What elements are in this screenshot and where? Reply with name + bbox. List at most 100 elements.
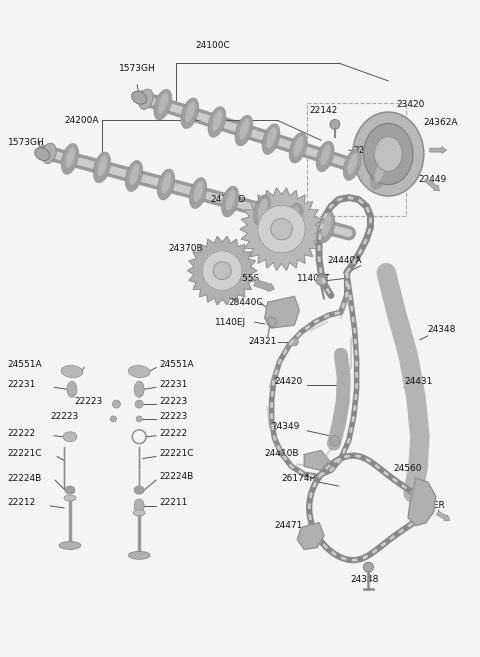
- Circle shape: [330, 436, 340, 445]
- Ellipse shape: [348, 153, 358, 174]
- Ellipse shape: [134, 499, 144, 513]
- Circle shape: [110, 416, 117, 422]
- Polygon shape: [203, 251, 242, 290]
- Ellipse shape: [157, 169, 175, 200]
- Ellipse shape: [253, 194, 271, 225]
- Ellipse shape: [293, 136, 303, 157]
- Text: 26174P: 26174P: [281, 474, 315, 483]
- Polygon shape: [188, 237, 257, 305]
- Circle shape: [330, 120, 340, 129]
- Text: 24348: 24348: [351, 575, 379, 583]
- Ellipse shape: [139, 89, 153, 109]
- Polygon shape: [297, 523, 324, 549]
- Ellipse shape: [286, 203, 303, 234]
- Text: 23420: 23420: [396, 100, 424, 109]
- Ellipse shape: [235, 115, 253, 146]
- Ellipse shape: [133, 510, 145, 516]
- Ellipse shape: [97, 156, 107, 177]
- Ellipse shape: [128, 365, 150, 378]
- Polygon shape: [258, 206, 305, 253]
- Text: 24551A: 24551A: [8, 360, 42, 369]
- Text: 24440A: 24440A: [327, 256, 361, 265]
- Ellipse shape: [158, 93, 168, 114]
- Text: 24321: 24321: [248, 337, 276, 346]
- Ellipse shape: [154, 89, 172, 120]
- Ellipse shape: [363, 124, 413, 185]
- Circle shape: [290, 338, 298, 346]
- Text: 1140ER: 1140ER: [411, 501, 446, 510]
- Polygon shape: [304, 451, 329, 470]
- Ellipse shape: [132, 91, 147, 104]
- Text: 1140EJ: 1140EJ: [216, 317, 246, 327]
- Text: 22221C: 22221C: [159, 449, 193, 458]
- Text: 24362A: 24362A: [424, 118, 458, 127]
- Ellipse shape: [42, 143, 56, 164]
- Ellipse shape: [63, 432, 77, 442]
- Ellipse shape: [61, 143, 79, 174]
- Ellipse shape: [316, 141, 334, 171]
- Ellipse shape: [321, 145, 331, 166]
- Ellipse shape: [181, 98, 199, 129]
- Circle shape: [135, 400, 143, 408]
- Text: 24551A: 24551A: [159, 360, 193, 369]
- Ellipse shape: [240, 119, 250, 139]
- Text: 22231: 22231: [159, 380, 187, 389]
- Text: 22223: 22223: [159, 397, 187, 405]
- Text: 22211: 22211: [159, 499, 187, 507]
- Polygon shape: [264, 296, 300, 328]
- Circle shape: [267, 317, 276, 327]
- Text: 22212: 22212: [8, 499, 36, 507]
- Text: 1573GH: 1573GH: [8, 138, 45, 147]
- Text: 24349: 24349: [272, 422, 300, 432]
- Ellipse shape: [67, 381, 77, 397]
- Circle shape: [136, 416, 142, 422]
- Ellipse shape: [61, 365, 83, 378]
- Text: 1140AT: 1140AT: [297, 274, 331, 283]
- Ellipse shape: [93, 152, 110, 183]
- Ellipse shape: [130, 164, 139, 185]
- FancyArrow shape: [425, 178, 440, 191]
- Ellipse shape: [353, 112, 424, 196]
- Text: 28440C: 28440C: [228, 298, 263, 307]
- Ellipse shape: [66, 147, 75, 168]
- Text: 22222: 22222: [8, 429, 36, 438]
- Ellipse shape: [322, 215, 331, 237]
- FancyArrow shape: [430, 147, 446, 154]
- Text: 22142: 22142: [309, 106, 337, 115]
- Ellipse shape: [212, 110, 222, 131]
- Polygon shape: [408, 478, 436, 526]
- Ellipse shape: [375, 162, 384, 183]
- Ellipse shape: [190, 177, 207, 208]
- Text: 22223: 22223: [74, 397, 102, 405]
- Ellipse shape: [289, 133, 307, 163]
- Text: 22221C: 22221C: [8, 449, 42, 458]
- FancyArrow shape: [254, 279, 275, 292]
- Ellipse shape: [258, 198, 267, 219]
- Circle shape: [363, 562, 373, 572]
- Text: 24348: 24348: [428, 325, 456, 334]
- Text: 24431: 24431: [404, 377, 432, 386]
- Ellipse shape: [125, 160, 143, 191]
- Ellipse shape: [134, 381, 144, 397]
- Ellipse shape: [370, 158, 388, 189]
- Text: 22129: 22129: [354, 146, 382, 154]
- Text: 22449: 22449: [418, 175, 446, 184]
- Circle shape: [112, 400, 120, 408]
- Ellipse shape: [185, 101, 195, 122]
- Ellipse shape: [266, 127, 276, 148]
- Text: 22223: 22223: [159, 413, 187, 421]
- Ellipse shape: [65, 486, 75, 494]
- Circle shape: [316, 276, 326, 286]
- Text: 24355S: 24355S: [225, 274, 259, 283]
- Polygon shape: [271, 219, 292, 240]
- Ellipse shape: [318, 212, 335, 242]
- Ellipse shape: [35, 148, 50, 160]
- Polygon shape: [213, 261, 231, 280]
- Text: 24410B: 24410B: [264, 449, 299, 458]
- Ellipse shape: [208, 106, 226, 137]
- Ellipse shape: [343, 150, 361, 180]
- Ellipse shape: [226, 190, 235, 211]
- Ellipse shape: [194, 181, 203, 202]
- Text: 22222: 22222: [159, 429, 187, 438]
- Text: 22224B: 22224B: [159, 472, 193, 481]
